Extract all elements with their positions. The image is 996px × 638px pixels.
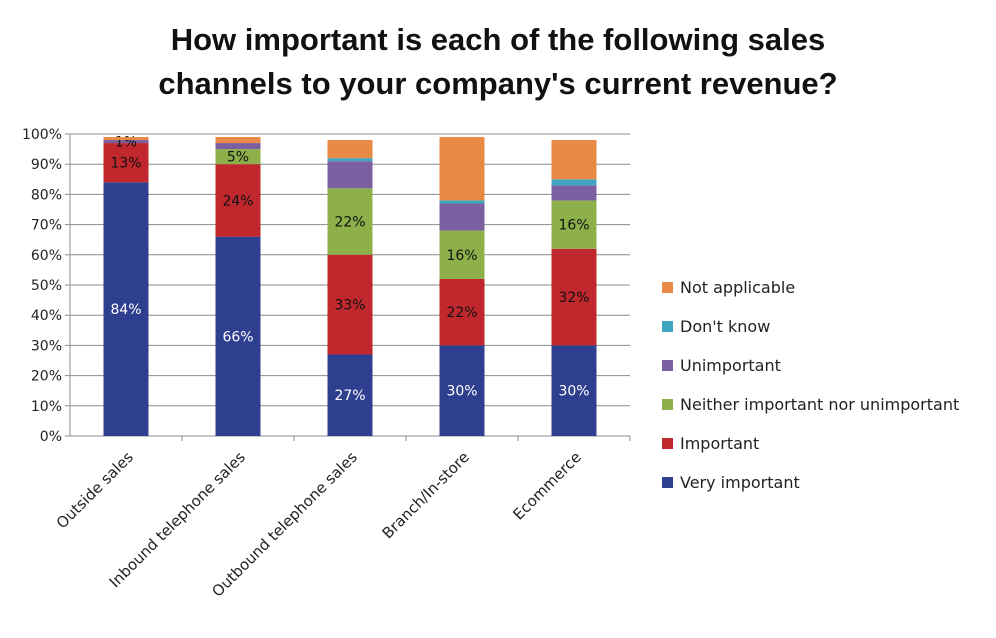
data-label: 5%: [227, 150, 249, 166]
legend-item-neither-important-nor-unimportant: Neither important nor unimportant: [662, 385, 959, 424]
y-tick-label: 90%: [31, 157, 62, 173]
bar-segment-neither-important-nor-unimportant: [551, 200, 597, 249]
chart-title-line-1: How important is each of the following s…: [170, 22, 826, 57]
legend-swatch: [662, 321, 673, 332]
bar-segment-don-t-know: [327, 158, 373, 162]
data-label: 16%: [558, 218, 589, 234]
y-tick-label: 50%: [31, 278, 62, 294]
legend-label: Not applicable: [680, 278, 796, 297]
legend-swatch: [662, 438, 673, 449]
bar-segment-very-important: [439, 345, 485, 436]
bar-segment-important: [103, 143, 149, 183]
data-label: 84%: [110, 302, 141, 318]
x-category-label: Branch/In-store: [379, 448, 473, 542]
y-tick-label: 10%: [31, 399, 62, 415]
bar-segment-not-applicable: [327, 140, 373, 159]
legend-swatch: [662, 360, 673, 371]
bar-segment-very-important: [103, 182, 149, 436]
data-label: 27%: [334, 388, 365, 404]
data-label: 24%: [222, 193, 253, 209]
bar-segment-not-applicable: [551, 140, 597, 180]
bar-segment-neither-important-nor-unimportant: [215, 149, 261, 165]
legend-item-don-t-know: Don't know: [662, 307, 959, 346]
legend-item-unimportant: Unimportant: [662, 346, 959, 385]
bar-segment-very-important: [327, 354, 373, 436]
data-label: 22%: [334, 215, 365, 231]
bar-segment-important: [327, 254, 373, 355]
y-tick-label: 30%: [31, 338, 62, 354]
bar-segment-not-applicable: [215, 137, 261, 144]
legend-swatch: [662, 399, 673, 410]
bar-segment-unimportant: [103, 140, 149, 144]
y-tick-label: 100%: [22, 127, 62, 143]
legend-label: Important: [680, 434, 760, 453]
data-label: 22%: [446, 305, 477, 321]
bar-segment-very-important: [551, 345, 597, 436]
data-label: 66%: [222, 329, 253, 345]
legend-item-important: Important: [662, 424, 959, 463]
bar-segment-unimportant: [215, 143, 261, 150]
legend-item-not-applicable: Not applicable: [662, 268, 959, 307]
bar-segment-important: [439, 278, 485, 346]
legend-item-very-important: Very important: [662, 463, 959, 502]
x-category-label: Outside sales: [53, 448, 137, 532]
legend-swatch: [662, 282, 673, 293]
data-label: 16%: [446, 248, 477, 264]
data-label: 13%: [110, 156, 141, 172]
legend-label: Unimportant: [680, 356, 781, 375]
data-label: 33%: [334, 298, 365, 314]
legend-label: Don't know: [680, 317, 771, 336]
chart-title-line-2: channels to your company's current reven…: [158, 66, 838, 101]
bar-segment-not-applicable: [103, 137, 149, 141]
bar-segment-important: [215, 164, 261, 237]
data-label: 30%: [446, 384, 477, 400]
x-category-label: Ecommerce: [509, 448, 584, 523]
legend-swatch: [662, 477, 673, 488]
chart-title: How important is each of the following s…: [0, 18, 996, 106]
bar-segment-very-important: [215, 236, 261, 436]
bar-segment-unimportant: [327, 161, 373, 189]
bar-segment-neither-important-nor-unimportant: [439, 230, 485, 279]
y-tick-label: 0%: [40, 429, 62, 445]
y-tick-label: 70%: [31, 218, 62, 234]
bar-segment-don-t-know: [439, 200, 485, 204]
legend-label: Neither important nor unimportant: [680, 395, 960, 414]
y-tick-label: 60%: [31, 248, 62, 264]
y-tick-label: 80%: [31, 187, 62, 203]
data-label: 32%: [558, 290, 589, 306]
data-label: 1%: [115, 135, 137, 151]
legend-label: Very important: [680, 473, 800, 492]
bar-segment-important: [551, 248, 597, 346]
y-tick-label: 20%: [31, 369, 62, 385]
y-tick-label: 40%: [31, 308, 62, 324]
bar-segment-unimportant: [439, 203, 485, 231]
bar-segment-neither-important-nor-unimportant: [327, 188, 373, 255]
bar-segment-unimportant: [551, 185, 597, 201]
bar-segment-not-applicable: [439, 137, 485, 201]
bar-segment-don-t-know: [551, 179, 597, 186]
data-label: 30%: [558, 384, 589, 400]
chart-legend: Not applicable Don't know Unimportant Neith…: [662, 268, 959, 502]
